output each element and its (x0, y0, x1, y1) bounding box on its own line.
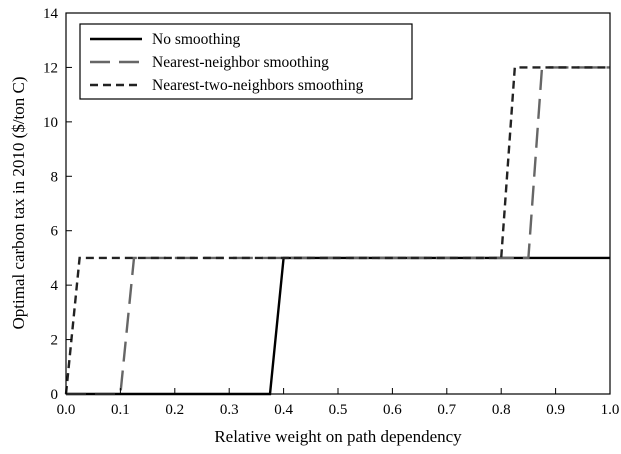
x-tick-label: 0.5 (329, 402, 348, 418)
series-line-no-smoothing (66, 256, 610, 396)
y-tick-label: 6 (51, 224, 59, 240)
y-tick-label: 10 (43, 115, 58, 131)
x-tick-label: 0.3 (220, 402, 239, 418)
series-line-nearest-neighbor-smoothing (66, 66, 610, 396)
y-axis-title: Optimal carbon tax in 2010 ($/ton C) (9, 76, 28, 329)
legend: No smoothing Nearest-neighbor smoothing Ne… (79, 23, 413, 100)
x-tick-label: 0.0 (57, 402, 76, 418)
y-tick-label: 14 (43, 6, 59, 22)
x-tick-label: 0.6 (383, 402, 402, 418)
x-axis-title: Relative weight on path dependency (214, 427, 462, 446)
y-tick-label: 4 (51, 278, 59, 294)
ticks-layer: 0.0 0.1 0.2 0.3 0.4 0.5 0.6 0.7 0.8 0.9 1.0 0 2 4 6 8 10… (43, 6, 619, 418)
legend-label: Nearest-two-neighbors smoothing (152, 77, 364, 94)
x-tick-label: 0.7 (437, 402, 456, 418)
y-tick-label: 0 (51, 387, 59, 403)
x-tick-label: 1.0 (601, 402, 620, 418)
x-tick-label: 0.1 (111, 402, 130, 418)
x-tick-label: 0.8 (492, 402, 511, 418)
series-line-nearest-two-neighbors-smoothing (64, 66, 610, 395)
series-layer (64, 66, 610, 396)
x-tick-label: 0.4 (274, 402, 293, 418)
x-tick-label: 0.2 (165, 402, 184, 418)
y-tick-label: 12 (43, 60, 58, 76)
x-tick-label: 0.9 (546, 402, 565, 418)
legend-label: Nearest-neighbor smoothing (152, 54, 329, 71)
y-tick-label: 2 (51, 333, 59, 349)
y-tick-label: 8 (51, 169, 59, 185)
legend-label: No smoothing (152, 31, 241, 48)
